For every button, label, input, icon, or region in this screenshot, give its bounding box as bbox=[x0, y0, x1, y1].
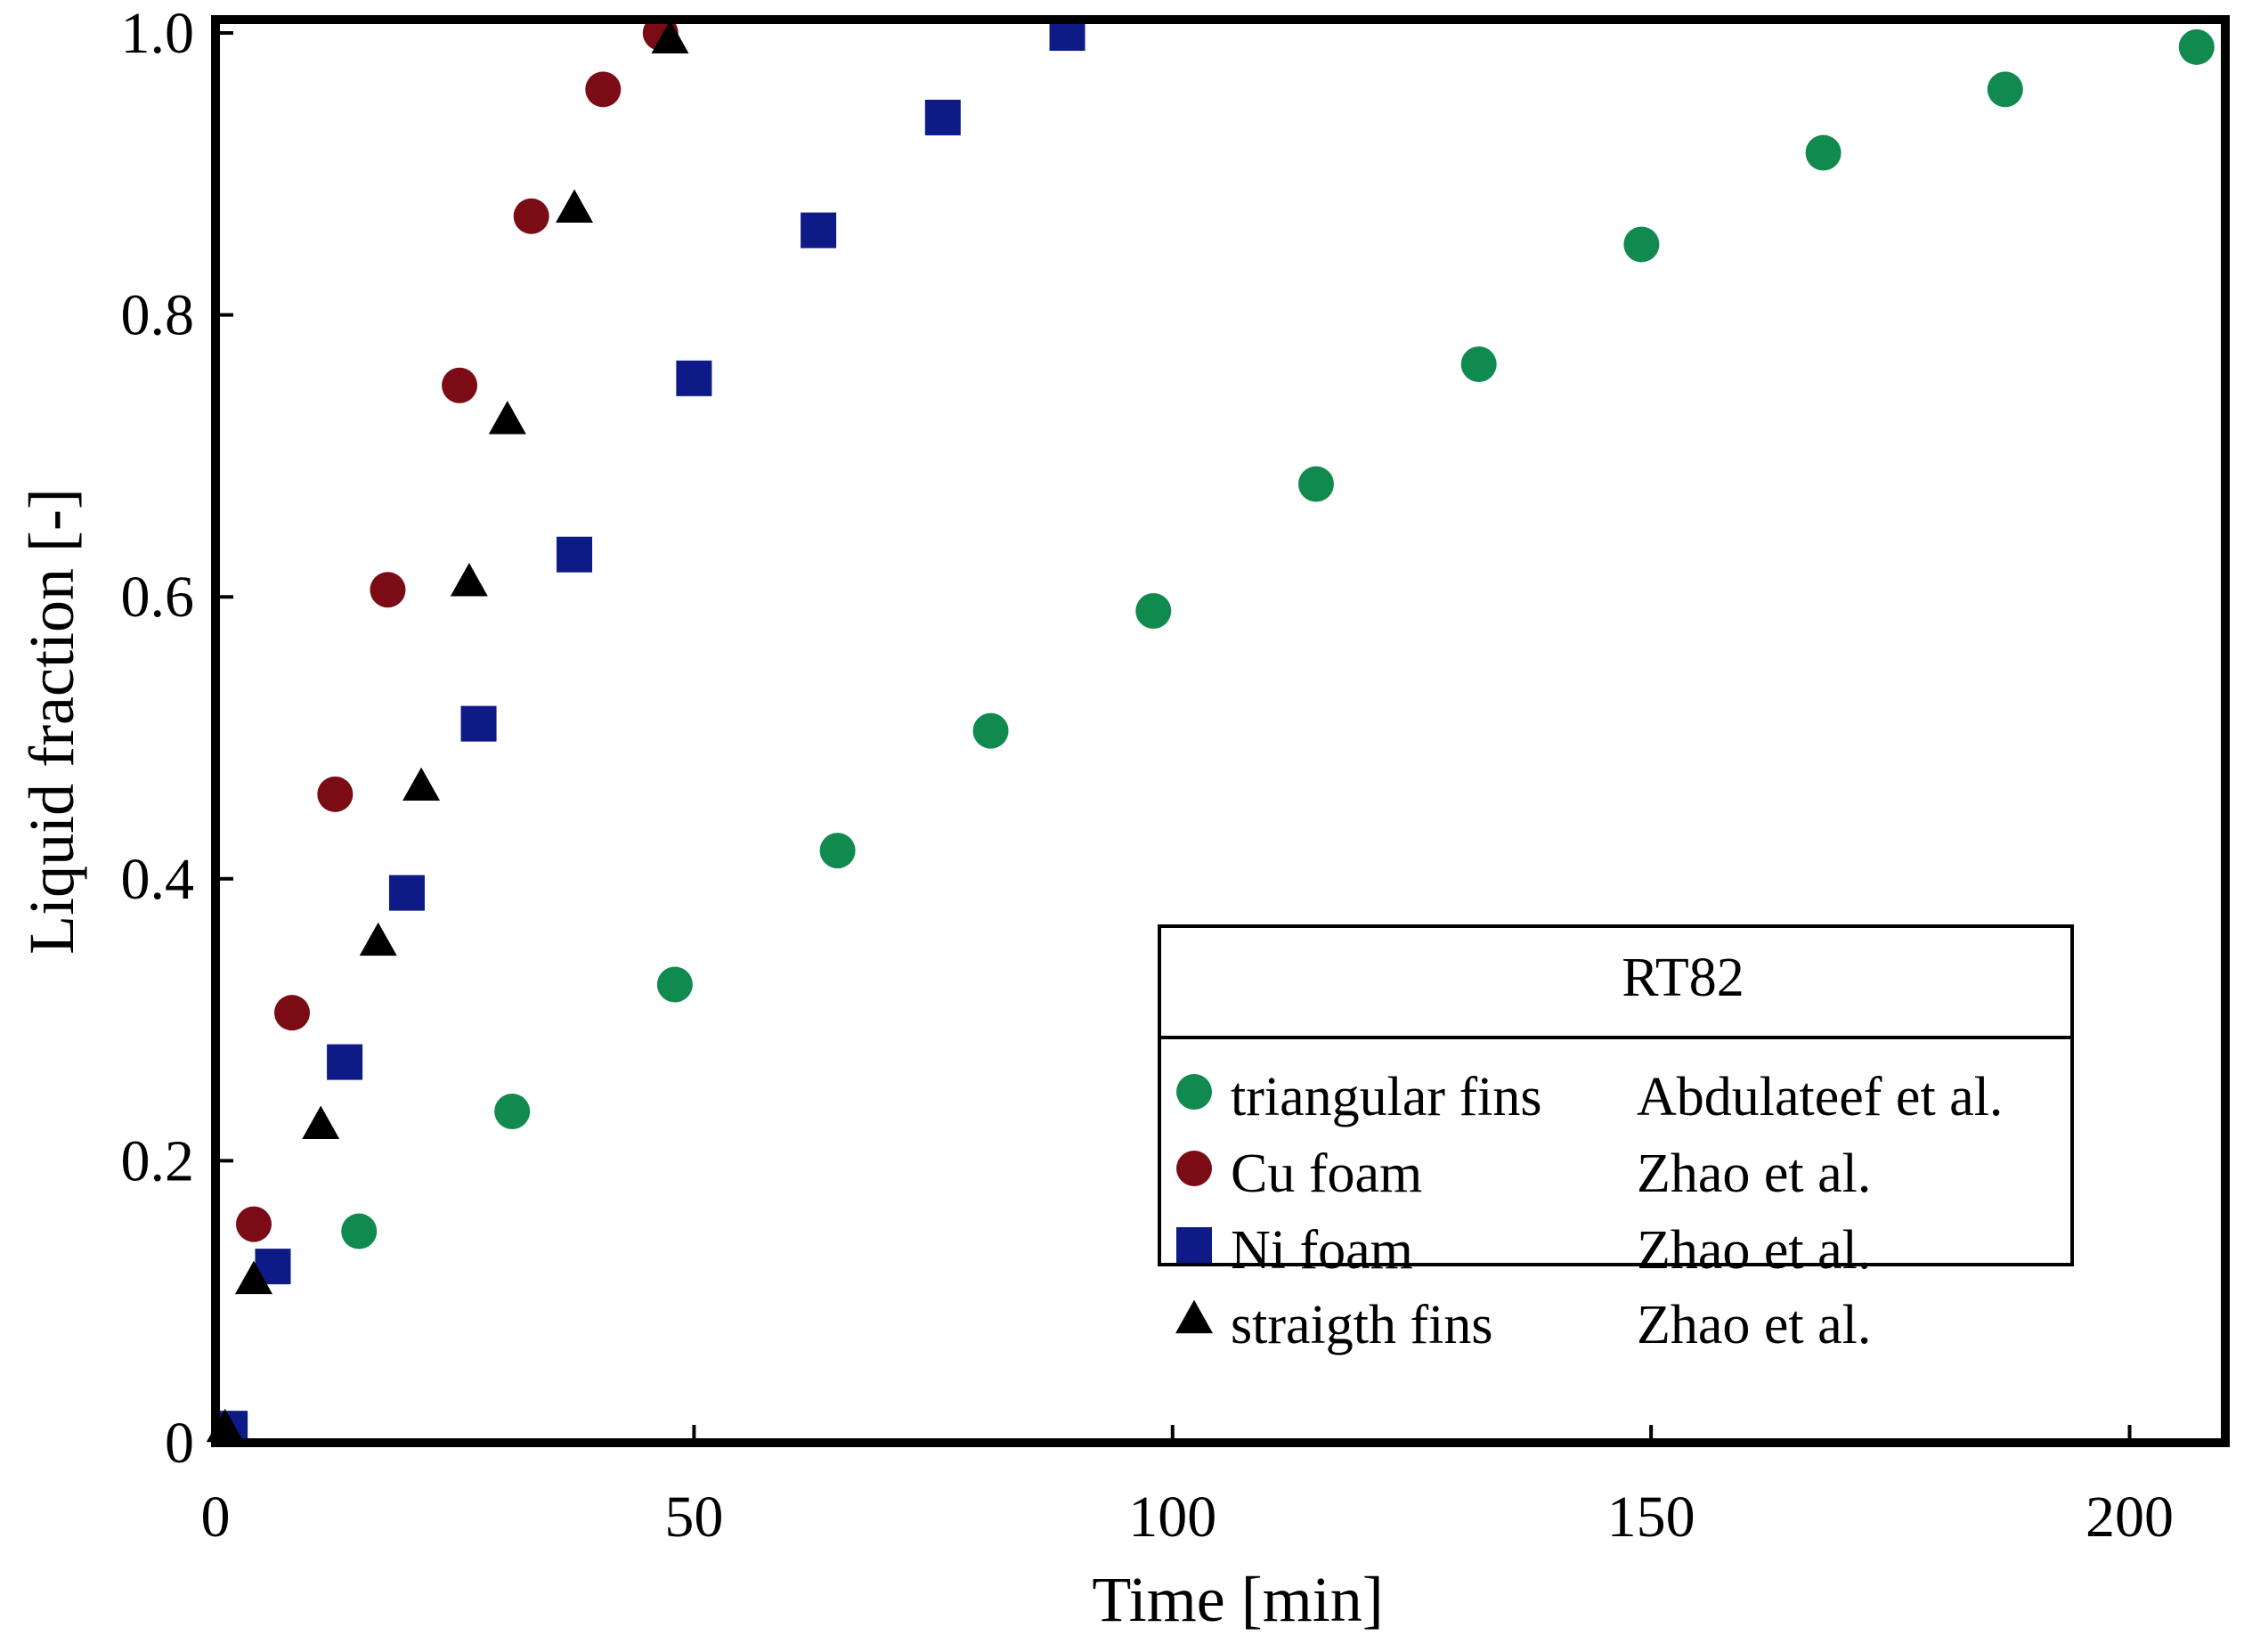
legend-marker-circle bbox=[1176, 1151, 1212, 1186]
data-point bbox=[1460, 346, 1497, 383]
data-point bbox=[557, 536, 593, 573]
data-point bbox=[442, 367, 478, 403]
data-point bbox=[235, 1206, 272, 1242]
data-point bbox=[651, 20, 689, 54]
data-point bbox=[1297, 466, 1334, 502]
data-point bbox=[359, 922, 397, 956]
y-tick-label: 0.2 bbox=[121, 1128, 195, 1193]
data-point bbox=[460, 705, 497, 742]
data-point bbox=[1805, 134, 1842, 171]
x-tick-label: 100 bbox=[1128, 1485, 1216, 1550]
legend-marker-triangle bbox=[1175, 1299, 1213, 1334]
legend-series-name: triangular fins bbox=[1231, 1067, 1542, 1127]
data-point bbox=[2178, 28, 2215, 65]
y-axis-title: Liquid fraction [-] bbox=[16, 488, 87, 955]
series-cu-foam bbox=[235, 15, 679, 1242]
plot-frame bbox=[211, 15, 2230, 1447]
legend-items: triangular fins Abdulateef et al. Cu foam Z… bbox=[1175, 1067, 2003, 1355]
legend-series-name: straigth fins bbox=[1231, 1295, 1492, 1355]
y-tick-label: 0.6 bbox=[121, 565, 195, 630]
data-point bbox=[585, 71, 622, 108]
data-point bbox=[1623, 226, 1660, 263]
x-axis-ticks: 0 50 100 150 200 bbox=[201, 1425, 2174, 1550]
data-point bbox=[317, 776, 354, 812]
data-point bbox=[556, 189, 594, 223]
legend-series-source: Zhao et al. bbox=[1637, 1220, 1871, 1281]
data-point bbox=[656, 966, 693, 1003]
data-points bbox=[206, 15, 2215, 1447]
legend-series-name: Cu foam bbox=[1231, 1143, 1422, 1204]
legend: RT82 triangular fins Abdulateef et al. Cu … bbox=[1158, 924, 2074, 1355]
series-straigth-fins bbox=[206, 20, 689, 1443]
data-point bbox=[1135, 593, 1172, 630]
data-point bbox=[1987, 71, 2023, 108]
data-point bbox=[819, 833, 856, 869]
x-tick-label: 0 bbox=[201, 1485, 231, 1550]
legend-series-name: Ni foam bbox=[1231, 1220, 1413, 1281]
data-point bbox=[513, 198, 549, 234]
y-tick-label: 0 bbox=[165, 1411, 194, 1476]
legend-series-source: Zhao et al. bbox=[1637, 1295, 1871, 1355]
legend-marker-circle bbox=[1176, 1074, 1212, 1110]
data-point bbox=[370, 572, 406, 608]
y-tick-label: 0.4 bbox=[121, 847, 195, 912]
data-point bbox=[341, 1213, 378, 1249]
x-axis-title: Time [min] bbox=[1092, 1564, 1383, 1635]
x-tick-label: 150 bbox=[1607, 1485, 1695, 1550]
data-point bbox=[273, 995, 310, 1031]
data-point bbox=[676, 360, 712, 396]
y-axis-ticks: 0 0.2 0.4 0.6 0.8 1.0 bbox=[121, 1, 233, 1476]
data-point bbox=[924, 99, 961, 135]
series-ni-foam bbox=[212, 15, 1085, 1447]
data-point bbox=[388, 875, 425, 911]
legend-series-source: Zhao et al. bbox=[1637, 1143, 1871, 1204]
data-point bbox=[327, 1044, 363, 1080]
data-point bbox=[801, 212, 837, 248]
data-point bbox=[494, 1093, 531, 1129]
y-tick-label: 0.8 bbox=[121, 283, 195, 348]
data-point bbox=[488, 401, 526, 435]
y-tick-label: 1.0 bbox=[121, 1, 195, 66]
data-point bbox=[402, 767, 441, 802]
legend-box bbox=[1158, 924, 2074, 1266]
x-tick-label: 200 bbox=[2085, 1485, 2174, 1550]
data-point bbox=[450, 563, 488, 597]
data-point bbox=[302, 1105, 340, 1139]
legend-series-source: Abdulateef et al. bbox=[1637, 1067, 2003, 1127]
legend-marker-square bbox=[1176, 1227, 1212, 1263]
data-point bbox=[234, 1260, 272, 1295]
x-tick-label: 50 bbox=[664, 1485, 723, 1550]
data-point bbox=[972, 712, 1009, 749]
legend-title: RT82 bbox=[1622, 948, 1744, 1008]
